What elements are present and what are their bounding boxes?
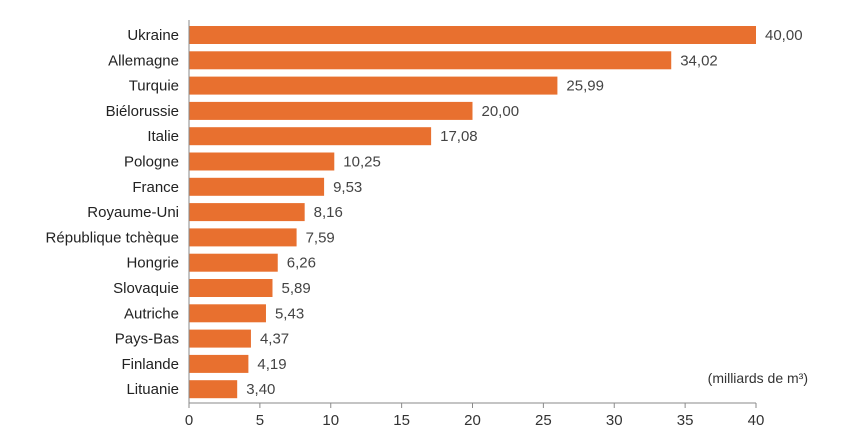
category-label-bielorussie: Biélorussie <box>106 103 179 120</box>
bar-bielorussie <box>189 101 473 120</box>
bar-pologne <box>189 152 335 171</box>
value-label-allemagne: 34,02 <box>680 52 718 69</box>
bar-pays-bas <box>189 329 251 348</box>
bar-france <box>189 177 325 196</box>
value-label-turquie: 25,99 <box>566 78 604 95</box>
bar-slovaquie <box>189 279 273 297</box>
category-label-republique-tcheque: République tchèque <box>46 229 179 246</box>
x-tick-label-20: 20 <box>464 412 481 429</box>
x-tick-label-5: 5 <box>256 412 264 429</box>
value-label-autriche: 5,43 <box>275 305 304 322</box>
value-label-hongrie: 6,26 <box>287 255 316 272</box>
bar-allemagne <box>189 51 672 70</box>
category-label-ukraine: Ukraine <box>127 27 179 44</box>
category-label-slovaquie: Slovaquie <box>113 280 179 297</box>
x-tick-label-40: 40 <box>748 412 765 429</box>
category-label-lituanie: Lituanie <box>126 381 179 398</box>
bar-royaume-uni <box>189 203 305 222</box>
x-tick-label-35: 35 <box>677 412 694 429</box>
x-tick-label-10: 10 <box>322 412 339 429</box>
category-labels: Ukraine Allemagne Turquie Biélorussie Italie… <box>46 27 179 398</box>
x-axis: 0 5 10 15 20 25 30 35 40 <box>185 20 765 429</box>
bar-ukraine <box>189 26 756 44</box>
category-label-royaume-uni: Royaume-Uni <box>87 204 179 221</box>
category-label-allemagne: Allemagne <box>108 52 179 69</box>
unit-label: (milliards de m³) <box>708 370 808 386</box>
bar-turquie <box>189 76 558 95</box>
value-label-pologne: 10,25 <box>343 154 381 171</box>
category-label-france: France <box>132 179 179 196</box>
value-label-pays-bas: 4,37 <box>260 331 289 348</box>
x-tick-label-15: 15 <box>393 412 410 429</box>
category-label-hongrie: Hongrie <box>126 255 179 272</box>
bar-hongrie <box>189 253 278 272</box>
bar-finlande <box>189 354 249 373</box>
bar-republique-tcheque <box>189 228 297 247</box>
value-label-italie: 17,08 <box>440 128 478 145</box>
category-label-pays-bas: Pays-Bas <box>115 331 179 348</box>
value-label-republique-tcheque: 7,59 <box>306 229 335 246</box>
value-label-bielorussie: 20,00 <box>482 103 520 120</box>
value-label-slovaquie: 5,89 <box>281 280 310 297</box>
category-label-autriche: Autriche <box>124 305 179 322</box>
value-label-royaume-uni: 8,16 <box>314 204 343 221</box>
category-label-turquie: Turquie <box>129 78 179 95</box>
category-label-italie: Italie <box>147 128 179 145</box>
bar-lituanie <box>189 380 238 399</box>
category-label-finlande: Finlande <box>121 356 179 373</box>
bar-italie <box>189 127 432 146</box>
bars-group <box>189 26 756 399</box>
bar-autriche <box>189 304 266 323</box>
x-tick-label-25: 25 <box>535 412 552 429</box>
value-label-ukraine: 40,00 <box>765 27 803 44</box>
category-label-pologne: Pologne <box>124 154 179 171</box>
value-label-france: 9,53 <box>333 179 362 196</box>
value-label-finlande: 4,19 <box>257 356 286 373</box>
x-tick-label-30: 30 <box>606 412 623 429</box>
value-label-lituanie: 3,40 <box>246 381 275 398</box>
x-tick-label-0: 0 <box>185 412 193 429</box>
